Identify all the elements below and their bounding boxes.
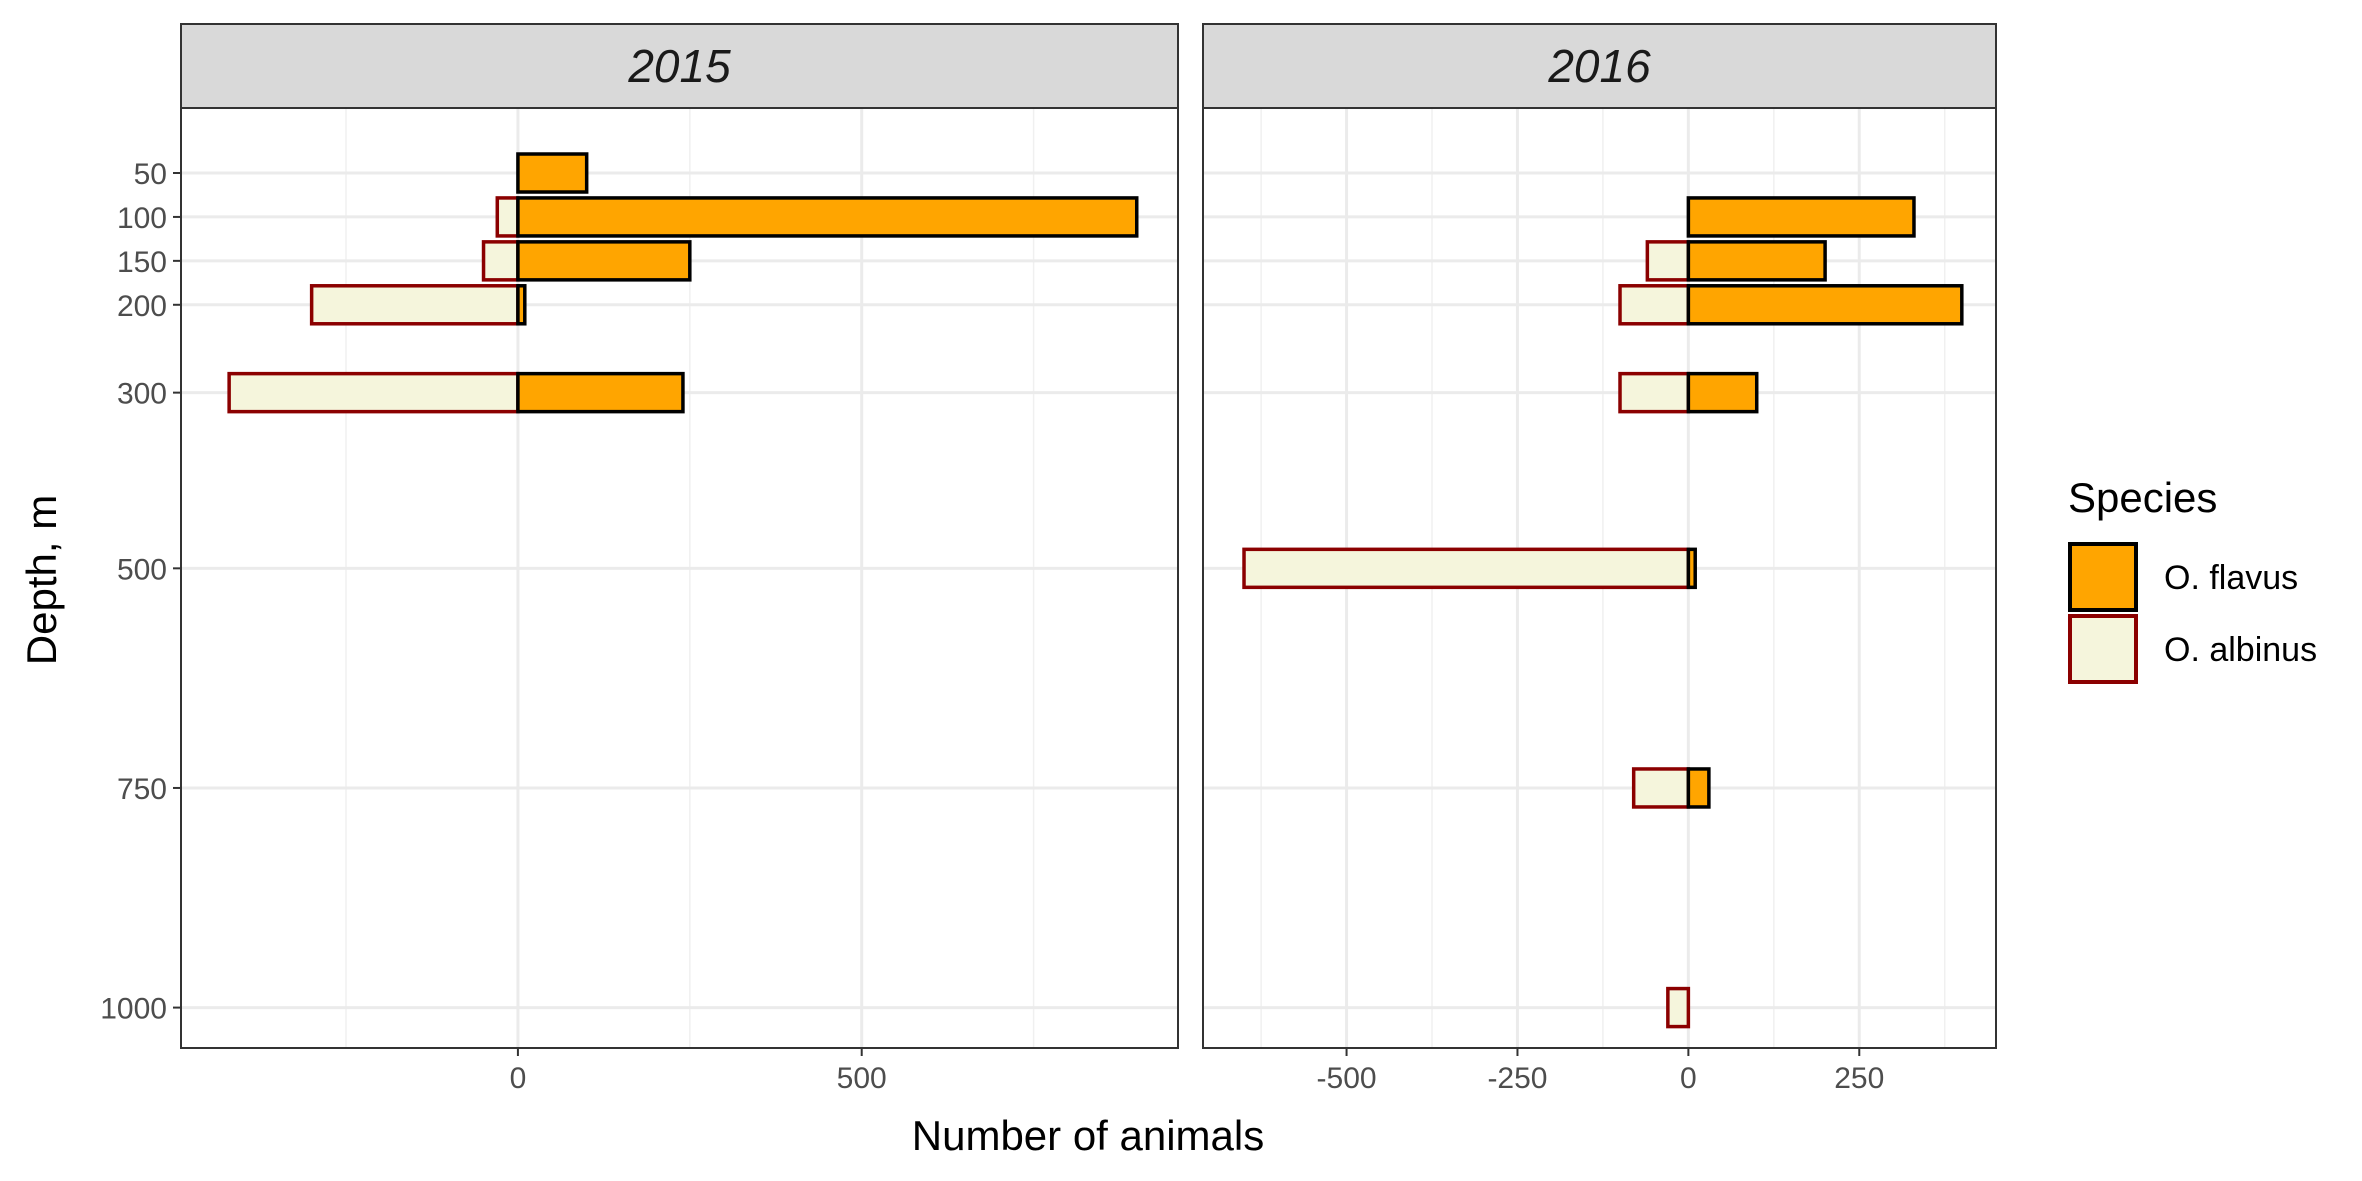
bar-o-flavus-200 (516, 284, 527, 326)
bar-o-flavus-50 (516, 152, 589, 194)
legend-title: Species (2068, 474, 2217, 521)
y-tick-label: 50 (134, 158, 167, 191)
y-tick-label: 750 (117, 773, 167, 806)
x-axis-title: Number of animals (912, 1112, 1264, 1159)
y-tick-label: 300 (117, 378, 167, 411)
y-tick-label: 100 (117, 202, 167, 235)
strip-label: 2015 (627, 40, 731, 92)
bar-o-flavus-300 (516, 371, 685, 414)
y-tick-label: 500 (117, 553, 167, 586)
bar-o-albinus-500 (1242, 547, 1691, 590)
bar-o-flavus-750 (1686, 767, 1711, 809)
bar-o-albinus-100 (495, 196, 520, 238)
y-tick-label: 1000 (100, 993, 167, 1026)
strip-background (1202, 23, 1997, 109)
bar-o-albinus-1000 (1666, 986, 1691, 1029)
bar-o-flavus-100 (516, 196, 1139, 238)
y-tick-label: 200 (117, 290, 167, 323)
y-axis: 50 100 150 200 300 500 750 1000 (100, 158, 181, 1026)
x-tick-label: 0 (1680, 1062, 1697, 1095)
bar-o-albinus-200 (309, 284, 520, 326)
legend-label-o-albinus: O. albinus (2164, 631, 2317, 669)
bar-o-flavus-500 (1686, 547, 1697, 590)
bar-o-albinus-300 (227, 371, 520, 414)
bar-o-albinus-150 (481, 240, 520, 282)
bar-o-albinus-300 (1618, 371, 1691, 414)
y-tick-label: 150 (117, 246, 167, 279)
bar-o-albinus-150 (1645, 240, 1691, 282)
x-tick-label: 500 (837, 1062, 887, 1095)
strip-label: 2016 (1547, 40, 1651, 92)
bar-o-flavus-300 (1686, 371, 1759, 414)
bar-o-flavus-200 (1686, 284, 1964, 326)
panel-2015: 2015 0 500 (180, 23, 1179, 1095)
bar-o-flavus-100 (1686, 196, 1916, 238)
legend: O. flavus O. albinus (2068, 542, 2317, 684)
x-tick-label: -500 (1317, 1062, 1377, 1095)
strip-background (180, 23, 1179, 109)
legend-key-o-albinus (2068, 614, 2138, 684)
bar-o-albinus-750 (1631, 767, 1691, 809)
panel-2016: 2016 -500 -250 0 250 (1202, 23, 1997, 1095)
x-tick-label: -250 (1487, 1062, 1547, 1095)
legend-key-o-flavus (2068, 542, 2138, 612)
bar-o-flavus-150 (1686, 240, 1827, 282)
bar-o-albinus-200 (1618, 284, 1691, 326)
bar-o-flavus-150 (516, 240, 692, 282)
legend-label-o-flavus: O. flavus (2164, 559, 2298, 597)
x-tick-label: 250 (1834, 1062, 1884, 1095)
y-axis-title: Depth, m (18, 495, 65, 665)
x-tick-label: 0 (510, 1062, 527, 1095)
